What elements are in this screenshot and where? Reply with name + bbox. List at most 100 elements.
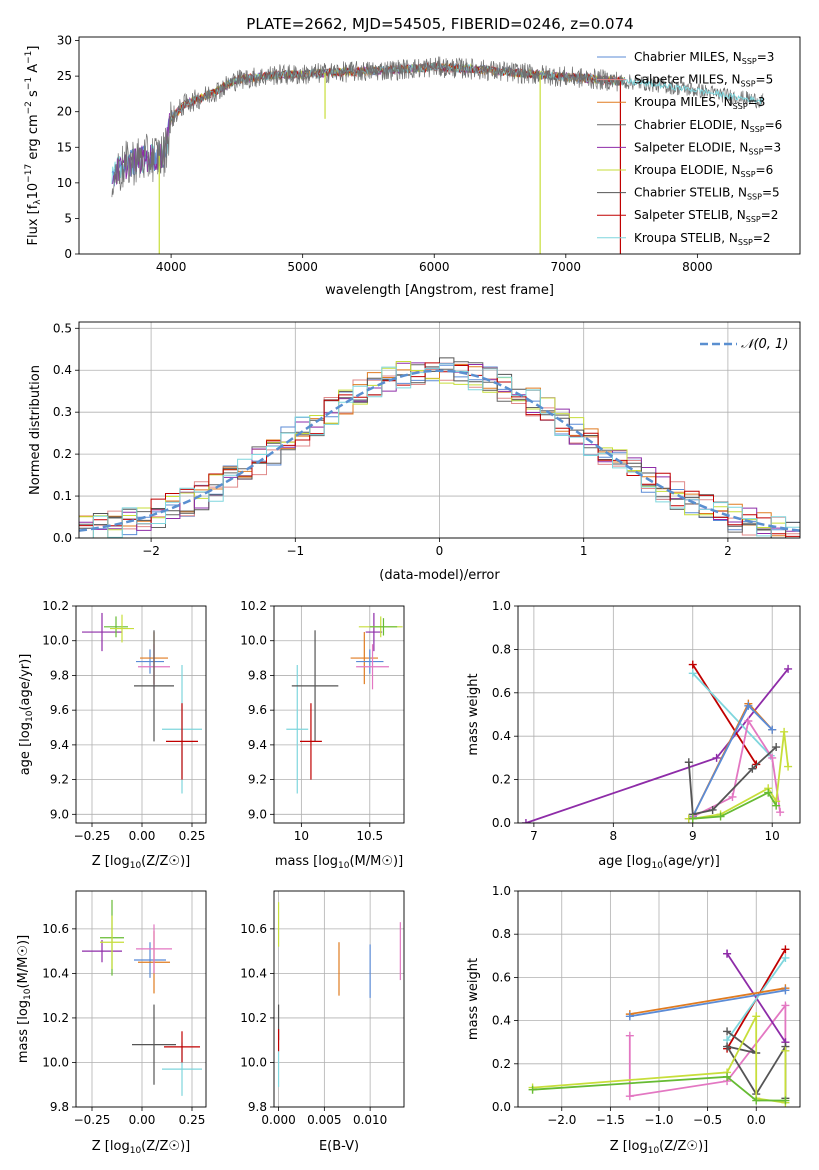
mass_vs_EBV-points: [277, 902, 401, 1087]
y-tick-label: 9.2: [50, 773, 69, 787]
y-tick-label: 9.4: [248, 738, 267, 752]
y-tick-label: 20: [57, 105, 72, 119]
y-tick-label: 1.0: [492, 884, 511, 898]
x-tick-label: 0.25: [179, 829, 206, 843]
mass-weight-line: [692, 664, 758, 765]
mass-weight-marker: [772, 801, 781, 810]
y-tick-label: 0.5: [53, 321, 72, 335]
spectrum-lines: [111, 56, 764, 254]
y-tick-label: 25: [57, 69, 72, 83]
y-tick-label: 30: [57, 34, 72, 48]
mass-weight-marker: [781, 1001, 790, 1010]
x-tick-label: 0.00: [129, 829, 156, 843]
mass-weight-marker: [688, 669, 697, 678]
y-tick-label: 10.2: [42, 599, 69, 613]
plots-group: 4000 5000 6000 7000 8000051015202530Chabrier…: [16, 34, 801, 1156]
y-tick-label: 10.6: [42, 922, 69, 936]
legend-label: Kroupa ELODIE, NSSP=6: [634, 163, 773, 179]
spectrum-frame: [78, 36, 801, 255]
x-tick-label: −1.5: [596, 1113, 625, 1127]
legend-label: Chabrier STELIB, NSSP=5: [634, 186, 780, 202]
y-tick-label: 10.4: [240, 966, 267, 980]
legend-label: Salpeter MILES, NSSP=5: [634, 73, 773, 89]
x-tick-label: −1.0: [644, 1113, 673, 1127]
mass_vs_EBV-frame: [273, 890, 405, 1108]
y-tick-label: 10.0: [42, 634, 69, 648]
x-tick-label: 7: [530, 829, 538, 843]
mass-weight-marker: [684, 758, 693, 767]
mass-weight-marker: [625, 1012, 634, 1021]
mass-weight-marker: [708, 805, 717, 814]
mass-weight-marker: [781, 953, 790, 962]
mass-weight-marker: [744, 717, 753, 726]
y-tick-label: 10.2: [240, 1011, 267, 1025]
x-tick-label: 9: [689, 829, 697, 843]
y-tick-label: 9.8: [248, 668, 267, 682]
y-tick-label: 10: [57, 176, 72, 190]
x-tick-label: 0.005: [307, 1113, 341, 1127]
x-tick-label: 10: [765, 829, 780, 843]
legend-label: Salpeter STELIB, NSSP=2: [634, 208, 778, 224]
x-tick-label: 0.0: [747, 1113, 766, 1127]
mass-weight-marker: [764, 788, 773, 797]
y-tick-label: 0.6: [492, 970, 511, 984]
mass_vs_Z-points: [82, 899, 202, 1096]
mass-weight-marker: [723, 1072, 732, 1081]
x-tick-label: 8000: [682, 260, 713, 274]
mass-weight-marker: [781, 1046, 790, 1055]
age_vs_mass-x-label: mass [log10(M/M☉)]: [275, 854, 403, 871]
mass-weight-line: [692, 672, 772, 757]
mass-weight-marker: [744, 701, 753, 710]
residuals-axes: −2 −1 0 1 2 0.0 0.1 0.2 0.3 0.4 0.5: [53, 321, 800, 558]
mass-weight-marker: [768, 753, 777, 762]
mass-weight-marker: [688, 660, 697, 669]
x-tick-label: 5000: [287, 260, 318, 274]
mass-weight-marker: [625, 1031, 634, 1040]
weight_vs_age-x-label: age [log10(age/yr)]: [598, 854, 720, 871]
x-tick-label: 7000: [551, 260, 582, 274]
y-tick-label: 9.8: [248, 1100, 267, 1114]
weight_vs_Z-frame: [517, 890, 801, 1108]
spectrum-y-label: Flux [fλ10−17 erg cm−2 s−1 A−1]: [24, 46, 43, 246]
y-tick-label: 15: [57, 140, 72, 154]
mass-weight-marker: [728, 792, 737, 801]
y-tick-label: 0.6: [492, 686, 511, 700]
weight_vs_Z-series: [528, 945, 790, 1107]
x-tick-label: 2: [724, 544, 732, 558]
mass-weight-marker: [780, 727, 789, 736]
residual-hist-group: [79, 357, 800, 538]
x-tick-label: 4000: [156, 260, 187, 274]
mass_vs_Z-frame: [75, 890, 207, 1108]
weight_vs_age-y-label: mass weight: [466, 673, 481, 755]
residuals-x-label: (data-model)/error: [379, 568, 500, 583]
y-tick-label: 0.4: [53, 363, 72, 377]
weight_vs_age-axes: 7 8 9 10 0.0 0.2 0.4 0.6 0.8 1.0: [492, 599, 800, 843]
mass-weight-marker: [772, 743, 781, 752]
x-tick-label: −0.25: [74, 829, 111, 843]
y-tick-label: 10.0: [42, 1055, 69, 1069]
mass-weight-line: [629, 989, 786, 1018]
y-tick-label: 0.4: [492, 729, 511, 743]
y-tick-label: 9.0: [248, 807, 267, 821]
mass-weight-marker: [625, 1092, 634, 1101]
mass-weight-marker: [716, 812, 725, 821]
mass-weight-marker: [521, 819, 530, 823]
mass_vs_Z-x-label: Z [log10(Z/Z☉)]: [92, 1139, 190, 1156]
y-tick-label: 9.8: [50, 1100, 69, 1114]
weight_vs_age-frame: [517, 605, 801, 824]
spectrum-legend: Chabrier MILES, NSSP=3 Salpeter MILES, NS…: [597, 50, 782, 247]
legend-label: Kroupa MILES, NSSP=3: [634, 95, 765, 111]
age_vs_mass-points: [286, 612, 403, 794]
y-tick-label: 9.2: [248, 773, 267, 787]
y-tick-label: 1.0: [492, 599, 511, 613]
mass-weight-marker: [723, 1042, 732, 1051]
mass_vs_Z-y-label: mass [log10(M/M☉)]: [16, 935, 33, 1063]
mass-weight-marker: [768, 725, 777, 734]
x-tick-label: −2.0: [547, 1113, 576, 1127]
y-tick-label: 0.8: [492, 642, 511, 656]
mass-weight-marker: [748, 764, 757, 773]
x-tick-label: 0.010: [353, 1113, 387, 1127]
y-tick-label: 0.2: [492, 773, 511, 787]
legend-label: Salpeter ELODIE, NSSP=3: [634, 140, 781, 156]
y-tick-label: 0.2: [492, 1057, 511, 1071]
